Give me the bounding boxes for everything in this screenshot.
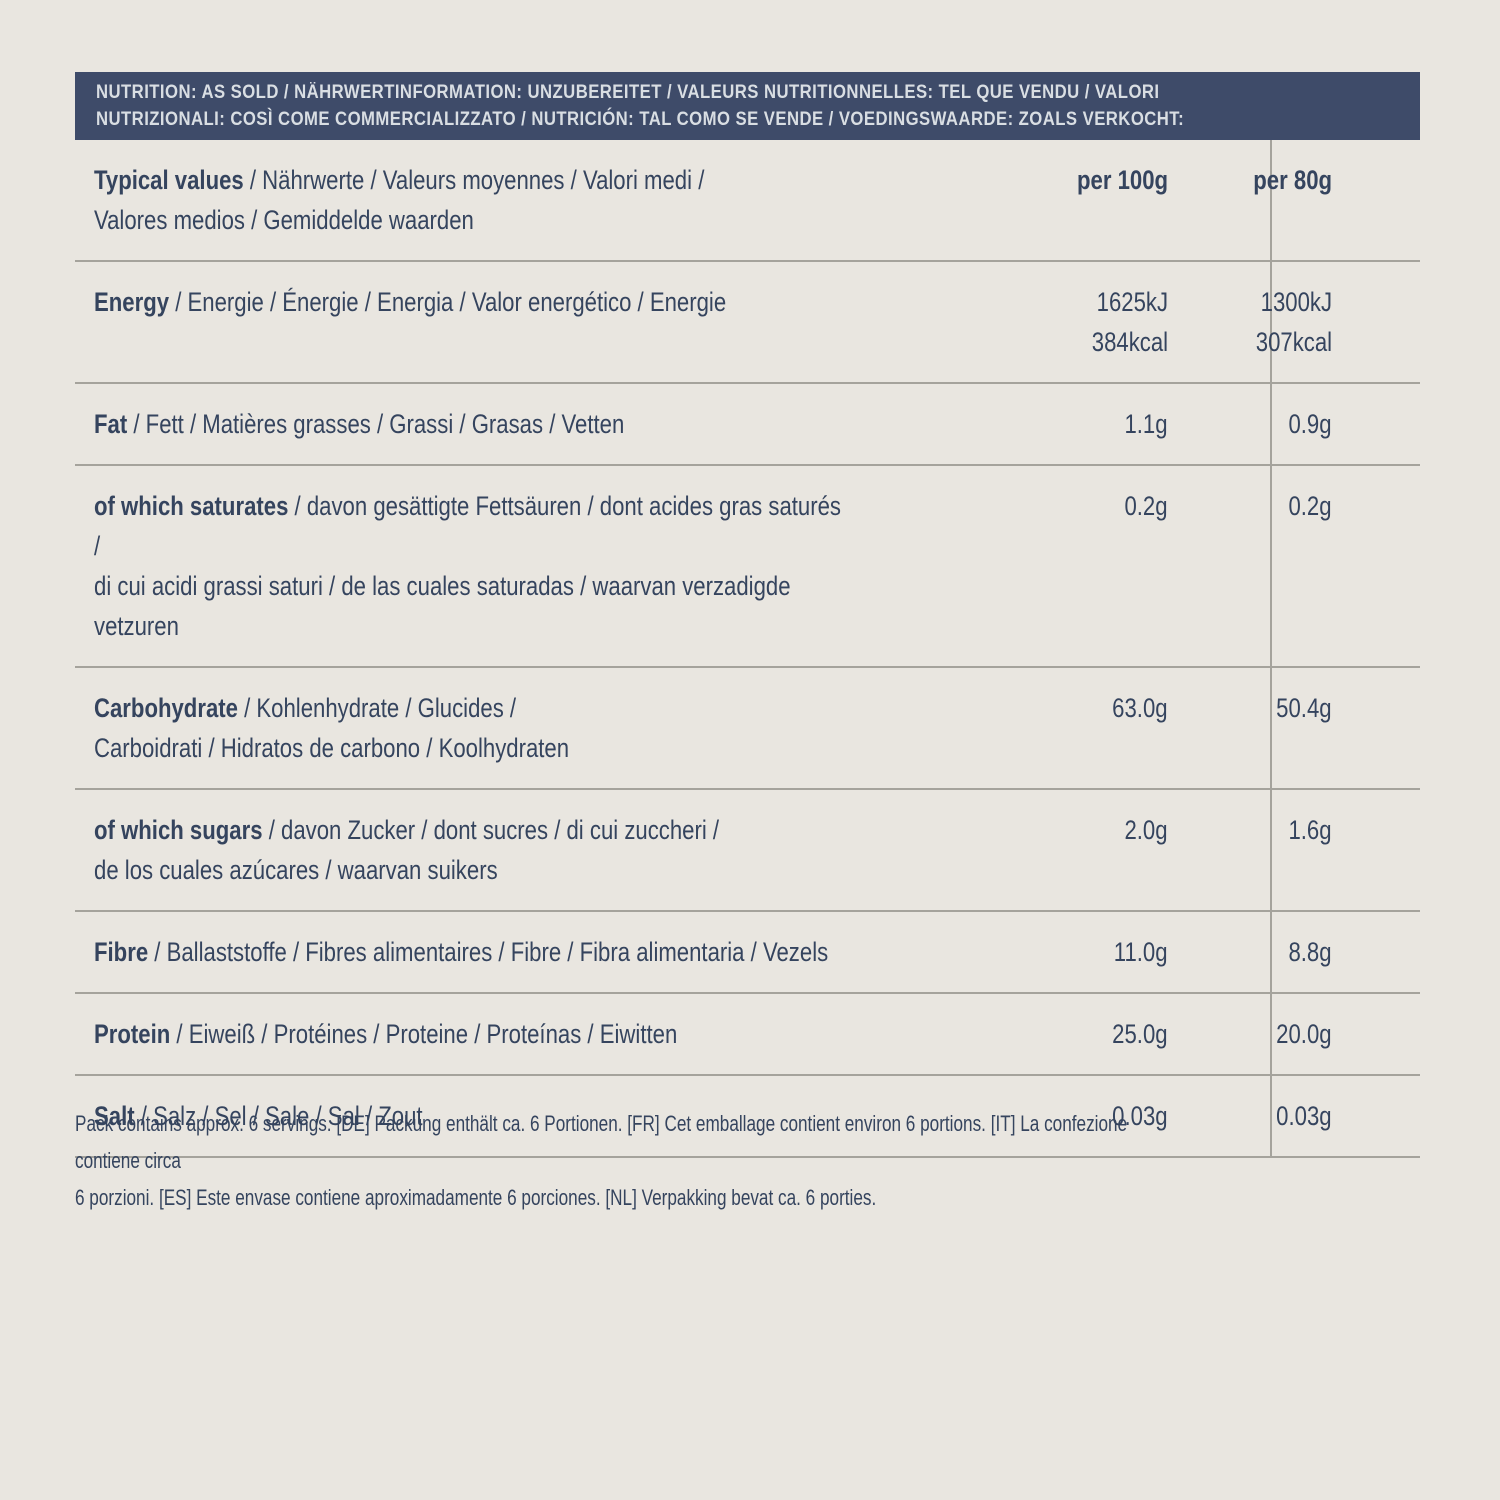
energy-value-per-80g: 1300kJ 307kcal (1255, 287, 1332, 357)
typical-values-label-bold: Typical values (94, 165, 244, 195)
nutrient-label-carbohydrate: Carbohydrate / Kohlenhydrate / Glucides … (94, 693, 570, 763)
fibre-value-per-80g: 8.8g (1288, 937, 1332, 967)
column-header-per-100g: per 100g (1076, 165, 1168, 195)
table-row-saturates: of which saturates / davon gesättigte Fe… (75, 466, 1420, 668)
table-row-salt: Salt / Salz / Sel / Sale / Sal / Zout 0.… (75, 1076, 1420, 1158)
salt-value-per-100g: 0.03g (1112, 1101, 1168, 1131)
table-row-typical-values: Typical values / Nährwerte / Valeurs moy… (75, 140, 1420, 262)
carbohydrate-value-per-100g: 63.0g (1112, 693, 1168, 723)
fat-value-per-80g: 0.9g (1288, 409, 1332, 439)
protein-value-per-80g: 20.0g (1276, 1019, 1332, 1049)
nutrient-label-salt: Salt / Salz / Sel / Sale / Sal / Zout (94, 1101, 423, 1131)
sugars-value-per-100g: 2.0g (1124, 815, 1168, 845)
column-header-per-80g: per 80g (1253, 165, 1332, 195)
table-row-sugars: of which sugars / davon Zucker / dont su… (75, 790, 1420, 912)
typical-values-label-translations: / Nährwerte / Valeurs moyennes / Valori … (94, 165, 705, 235)
nutrient-label-sugars: of which sugars / davon Zucker / dont su… (94, 815, 720, 885)
servings-note: Pack contains approx. 6 servings. [DE] P… (75, 1105, 1475, 1216)
saturates-value-per-100g: 0.2g (1124, 491, 1168, 521)
table-row-protein: Protein / Eiweiß / Protéines / Proteine … (75, 994, 1420, 1076)
fat-value-per-100g: 1.1g (1124, 409, 1168, 439)
fibre-value-per-100g: 11.0g (1114, 937, 1168, 967)
table-row-energy: Energy / Energie / Énergie / Energia / V… (75, 262, 1420, 384)
table-row-fibre: Fibre / Ballaststoffe / Fibres alimentai… (75, 912, 1420, 994)
sugars-value-per-80g: 1.6g (1288, 815, 1332, 845)
typical-values-label: Typical values / Nährwerte / Valeurs moy… (94, 160, 1013, 240)
energy-value-per-100g: 1625kJ 384kcal (1091, 287, 1168, 357)
nutrient-label-saturates: of which saturates / davon gesättigte Fe… (94, 491, 841, 641)
nutrition-header-text: NUTRITION: AS SOLD / NÄHRWERTINFORMATION… (96, 82, 1185, 130)
protein-value-per-100g: 25.0g (1112, 1019, 1168, 1049)
nutrient-label-fibre: Fibre / Ballaststoffe / Fibres alimentai… (94, 937, 829, 967)
table-row-fat: Fat / Fett / Matières grasses / Grassi /… (75, 384, 1420, 466)
carbohydrate-value-per-80g: 50.4g (1276, 693, 1332, 723)
salt-value-per-80g: 0.03g (1276, 1101, 1332, 1131)
nutrition-table: Typical values / Nährwerte / Valeurs moy… (75, 140, 1420, 1158)
nutrient-label-protein: Protein / Eiweiß / Protéines / Proteine … (94, 1019, 678, 1049)
servings-note-text: Pack contains approx. 6 servings. [DE] P… (75, 1111, 1128, 1210)
nutrient-label-fat: Fat / Fett / Matières grasses / Grassi /… (94, 409, 625, 439)
column-divider (1270, 140, 1272, 1158)
table-row-carbohydrate: Carbohydrate / Kohlenhydrate / Glucides … (75, 668, 1420, 790)
nutrient-label-energy: Energy / Energie / Énergie / Energia / V… (94, 287, 727, 317)
nutrition-header-bar: NUTRITION: AS SOLD / NÄHRWERTINFORMATION… (75, 72, 1420, 140)
saturates-value-per-80g: 0.2g (1288, 491, 1332, 521)
